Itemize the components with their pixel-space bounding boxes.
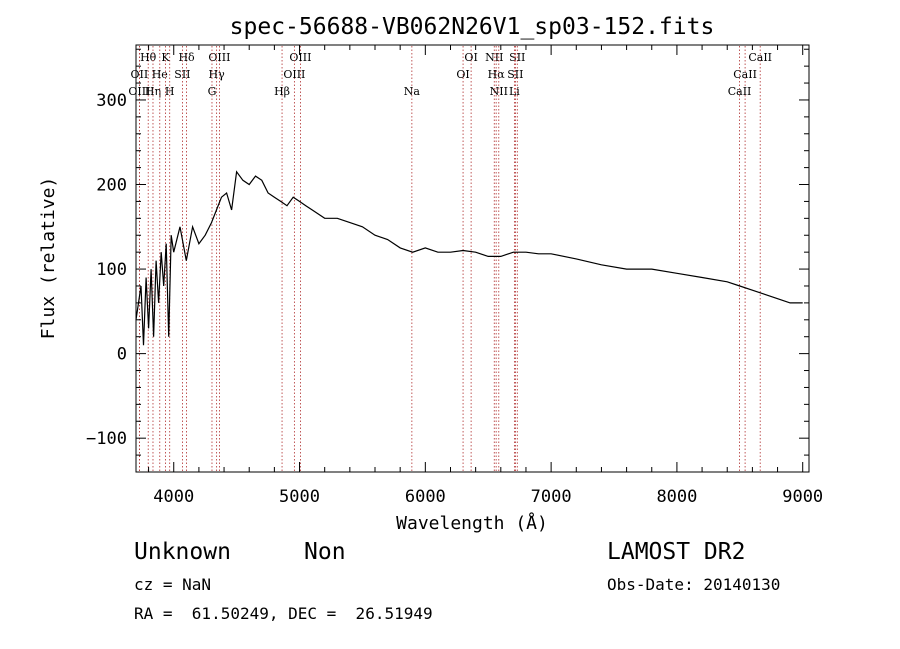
y-tick-label: 200 xyxy=(96,176,127,196)
x-tick-label: 6000 xyxy=(405,487,446,507)
survey-name: LAMOST DR2 xyxy=(607,539,745,565)
x-tick-label: 4000 xyxy=(153,487,194,507)
coordinates: RA = 61.50249, DEC = 26.51949 xyxy=(134,604,433,623)
line-marker-label: OI xyxy=(464,51,477,64)
line-marker-label: OI xyxy=(456,68,469,81)
line-marker-label: Hη xyxy=(145,85,161,98)
line-marker-label: SII xyxy=(509,51,525,64)
line-marker-label: SII xyxy=(507,68,523,81)
line-marker-label: Hα xyxy=(488,68,506,81)
line-marker-label: K xyxy=(161,51,170,64)
object-class: Unknown xyxy=(134,539,231,565)
line-marker-label: Na xyxy=(404,85,421,98)
x-axis: 4000 5000 6000 7000 8000 9000 xyxy=(148,45,823,507)
chart-title: spec-56688-VB062N26V1_sp03-152.fits xyxy=(230,14,715,40)
spectrum-series xyxy=(135,170,803,346)
line-marker-label: Hδ xyxy=(178,51,195,64)
object-subclass: Non xyxy=(304,539,346,565)
line-marker-label: CaII xyxy=(748,51,772,64)
y-axis: −100 0 100 200 300 xyxy=(86,48,809,456)
line-marker-label: OIII xyxy=(208,51,230,64)
line-marker-label: G xyxy=(208,85,217,98)
line-marker-label: Li xyxy=(509,85,520,98)
x-tick-label: 9000 xyxy=(782,487,823,507)
line-marker-label: SII xyxy=(174,68,190,81)
line-marker-label: OIII xyxy=(128,85,150,98)
line-marker-label: OIII xyxy=(289,51,311,64)
line-marker-label: OIII xyxy=(283,68,305,81)
y-tick-label: 0 xyxy=(117,345,127,365)
obs-date: Obs-Date: 20140130 xyxy=(607,575,780,594)
x-tick-label: 5000 xyxy=(279,487,320,507)
line-marker-label: He xyxy=(152,68,168,81)
y-tick-label: 300 xyxy=(96,91,127,111)
plot-frame xyxy=(135,44,810,473)
x-tick-label: 8000 xyxy=(656,487,697,507)
line-marker-label: CaII xyxy=(733,68,757,81)
y-tick-label: −100 xyxy=(86,429,127,449)
x-tick-label: 7000 xyxy=(531,487,572,507)
line-marker-label: Hθ xyxy=(140,51,157,64)
line-marker-label: NII xyxy=(490,85,508,98)
line-marker-label: Hβ xyxy=(274,85,290,98)
spectrum-line xyxy=(135,170,803,346)
redshift-value: cz = NaN xyxy=(134,575,211,594)
line-marker-label: CaII xyxy=(728,85,752,98)
line-marker-label: H xyxy=(165,85,175,98)
y-tick-label: 100 xyxy=(96,260,127,280)
line-marker-label: Hγ xyxy=(209,68,226,81)
line-marker-label: NII xyxy=(485,51,503,64)
x-axis-label: Wavelength (Å) xyxy=(396,512,548,534)
y-axis-label: Flux (relative) xyxy=(38,177,59,340)
